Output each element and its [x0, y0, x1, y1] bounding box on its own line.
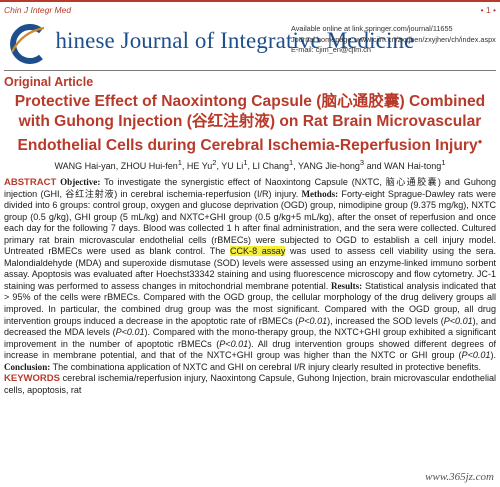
methods-text-continued: was used to assess cell viability using …	[4, 246, 497, 291]
affiliation-mark: 3	[359, 158, 365, 167]
p-value: P<0.01	[115, 327, 145, 338]
affiliation-mark: 1	[441, 158, 446, 167]
email-text: E-mail: cjim_en@cjim.cn	[291, 45, 371, 54]
highlighted-term: CCK-8 assay	[229, 246, 286, 257]
results-text: ). All drug intervention groups showed d…	[4, 338, 496, 361]
title-line-3: Endothelial Cells during Cerebral Ischem…	[4, 132, 496, 156]
author-list: WANG Hai-yan, ZHOU Hui-fen1, HE Yu2, YU …	[4, 158, 496, 171]
results-text: ), increased the SOD levels (	[327, 315, 444, 326]
keywords-text: cerebral ischemia/reperfusion injury, Na…	[4, 373, 496, 395]
homepage-text: Journal homepage: www.cjim.cn/zxyjhen/zx…	[291, 34, 496, 44]
page-number: • 1 •	[480, 5, 496, 15]
author: ZHOU Hui-fen	[120, 161, 178, 171]
results-text: ), and decreased the MDA levels (	[4, 315, 496, 338]
separator: ,	[216, 161, 222, 171]
separator: ,	[293, 161, 299, 171]
journal-info: Available online at link.springer.com/jo…	[291, 24, 496, 56]
masthead-divider	[4, 70, 496, 71]
objective-text: To investigate the synergistic effect of…	[4, 177, 496, 199]
author: WAN Hai-tong	[384, 161, 442, 171]
title-line-3-text: Endothelial Cells during Cerebral Ischem…	[17, 137, 478, 155]
available-online-text: Available online at link.springer.com/jo…	[291, 24, 453, 33]
affiliation-mark: 1	[177, 158, 182, 167]
section-label: Original Article	[4, 75, 94, 89]
title-note-mark: ●	[477, 137, 483, 146]
watermark: www.365jz.com	[425, 471, 494, 483]
keywords-label: KEYWORDS	[4, 373, 60, 385]
author: WANG Hai-yan	[54, 161, 116, 171]
author: LI Chang	[252, 161, 290, 171]
separator: ,	[181, 161, 187, 171]
p-value: P<0.01	[219, 338, 249, 349]
header-rule-top	[0, 0, 500, 2]
author: YANG Jie-hong	[298, 161, 360, 171]
author: YU Li	[221, 161, 244, 171]
conclusion-text: The combinationa application of NXTC and…	[50, 361, 482, 372]
author: HE Yu	[186, 161, 213, 171]
conclusion-label: Conclusion:	[4, 361, 51, 372]
separator: and	[364, 161, 385, 171]
journal-logo	[10, 24, 45, 64]
title-line-2: with Guhong Injection (谷红注射液) on Rat Bra…	[18, 113, 482, 130]
journal-title: Chinese Journal of Integrative Medicine	[40, 28, 414, 54]
affiliation-mark: 2	[212, 158, 217, 167]
article-title: Protective Effect of Naoxintong Capsule …	[4, 92, 496, 156]
journal-title-text: hinese Journal of Integrative Medicine	[55, 28, 415, 53]
results-label: Results:	[331, 280, 363, 291]
abstract: ABSTRACT Objective: To investigate the s…	[4, 177, 496, 396]
p-value: P<0.01	[461, 350, 491, 361]
affiliation-mark: 1	[243, 158, 248, 167]
title-line-1: Protective Effect of Naoxintong Capsule …	[14, 93, 486, 110]
methods-label: Methods:	[301, 188, 339, 199]
affiliation-mark: 1	[289, 158, 294, 167]
results-text: Statistical analysis indicated that > 95…	[4, 280, 496, 326]
p-value: P<0.01	[298, 315, 328, 326]
journal-masthead: Chinese Journal of Integrative Medicine …	[4, 22, 496, 68]
abstract-label: ABSTRACT	[4, 177, 57, 188]
methods-text: Forty-eight Sprague-Dawley rats were div…	[4, 188, 496, 257]
results-text: ). Compared with the mono-therapy group,…	[4, 327, 496, 349]
journal-abbreviation: Chin J Integr Med	[4, 5, 72, 15]
separator: ,	[247, 161, 253, 171]
results-text: ).	[490, 350, 496, 361]
p-value: P<0.01	[443, 315, 473, 326]
separator: ,	[115, 161, 121, 171]
objective-label: Objective:	[60, 177, 101, 187]
